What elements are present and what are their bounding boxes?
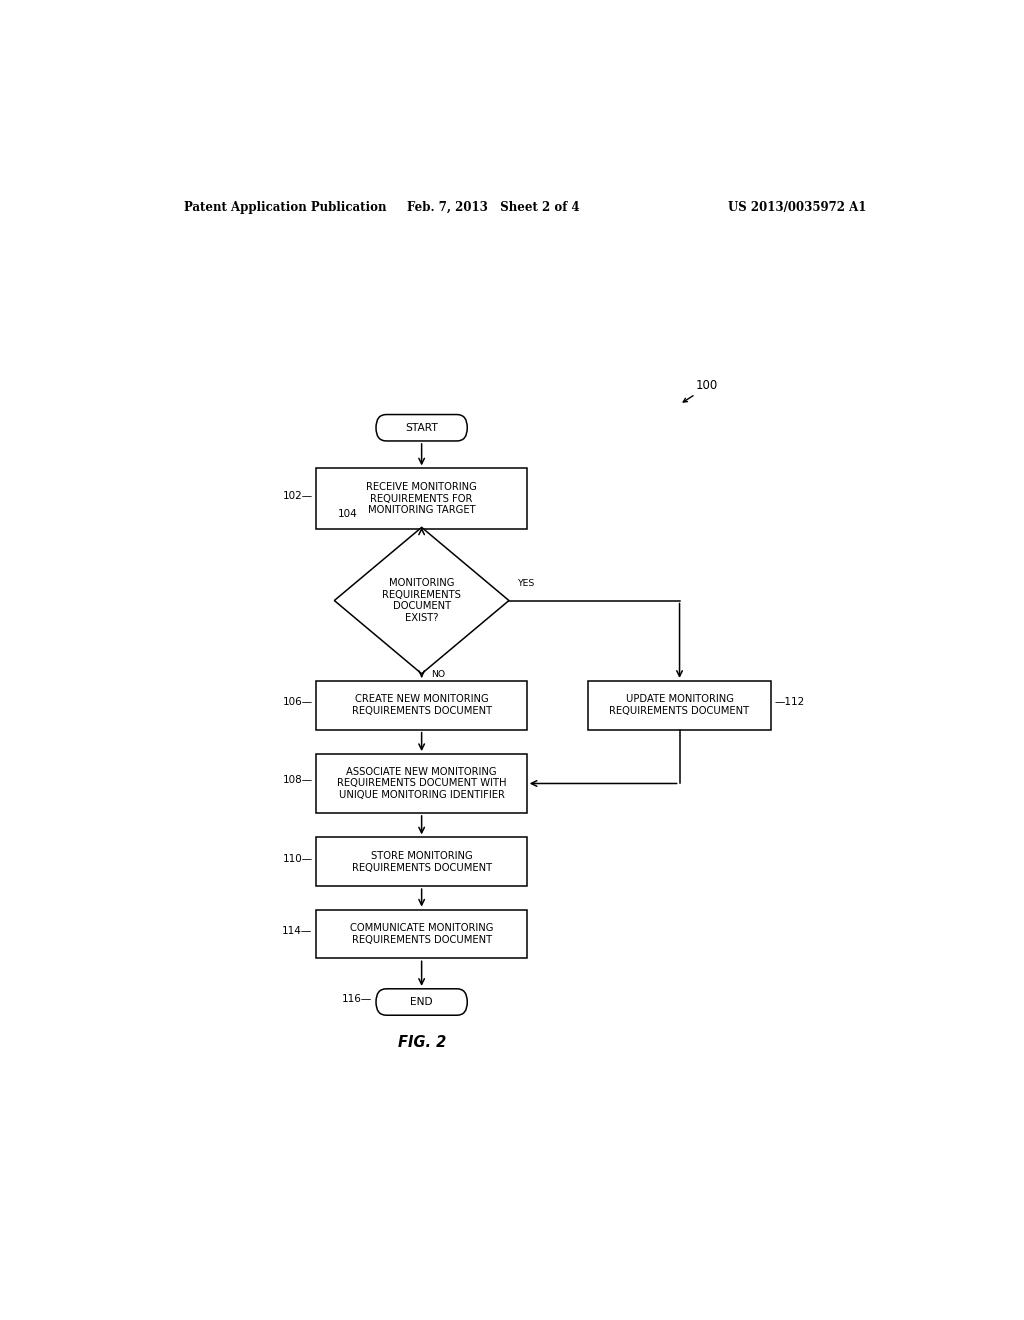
FancyBboxPatch shape <box>376 414 467 441</box>
Text: 104: 104 <box>338 510 358 519</box>
Text: YES: YES <box>517 579 535 589</box>
Text: US 2013/0035972 A1: US 2013/0035972 A1 <box>728 201 866 214</box>
Text: 100: 100 <box>695 379 718 392</box>
Text: START: START <box>406 422 438 433</box>
Text: CREATE NEW MONITORING
REQUIREMENTS DOCUMENT: CREATE NEW MONITORING REQUIREMENTS DOCUM… <box>351 694 492 715</box>
Text: UPDATE MONITORING
REQUIREMENTS DOCUMENT: UPDATE MONITORING REQUIREMENTS DOCUMENT <box>609 694 750 715</box>
Polygon shape <box>334 528 509 673</box>
Text: 102—: 102— <box>283 491 312 500</box>
Bar <box>316 469 526 529</box>
Text: END: END <box>411 997 433 1007</box>
Text: Feb. 7, 2013   Sheet 2 of 4: Feb. 7, 2013 Sheet 2 of 4 <box>407 201 580 214</box>
Text: RECEIVE MONITORING
REQUIREMENTS FOR
MONITORING TARGET: RECEIVE MONITORING REQUIREMENTS FOR MONI… <box>367 482 477 516</box>
FancyBboxPatch shape <box>376 989 467 1015</box>
Text: FIG. 2: FIG. 2 <box>397 1035 445 1051</box>
Bar <box>316 681 526 730</box>
Text: 108—: 108— <box>283 775 312 785</box>
Bar <box>316 754 526 813</box>
Text: NO: NO <box>431 669 445 678</box>
Bar <box>316 837 526 886</box>
Text: COMMUNICATE MONITORING
REQUIREMENTS DOCUMENT: COMMUNICATE MONITORING REQUIREMENTS DOCU… <box>350 923 494 945</box>
Text: 110—: 110— <box>283 854 312 863</box>
Text: MONITORING
REQUIREMENTS
DOCUMENT
EXIST?: MONITORING REQUIREMENTS DOCUMENT EXIST? <box>382 578 461 623</box>
Text: —112: —112 <box>775 697 805 708</box>
Text: STORE MONITORING
REQUIREMENTS DOCUMENT: STORE MONITORING REQUIREMENTS DOCUMENT <box>351 851 492 873</box>
Text: 114—: 114— <box>283 925 312 936</box>
Text: 116—: 116— <box>342 994 372 1005</box>
Text: Patent Application Publication: Patent Application Publication <box>183 201 386 214</box>
Text: 106—: 106— <box>283 697 312 708</box>
Bar <box>588 681 771 730</box>
Text: ASSOCIATE NEW MONITORING
REQUIREMENTS DOCUMENT WITH
UNIQUE MONITORING IDENTIFIER: ASSOCIATE NEW MONITORING REQUIREMENTS DO… <box>337 767 507 800</box>
Bar <box>316 909 526 958</box>
